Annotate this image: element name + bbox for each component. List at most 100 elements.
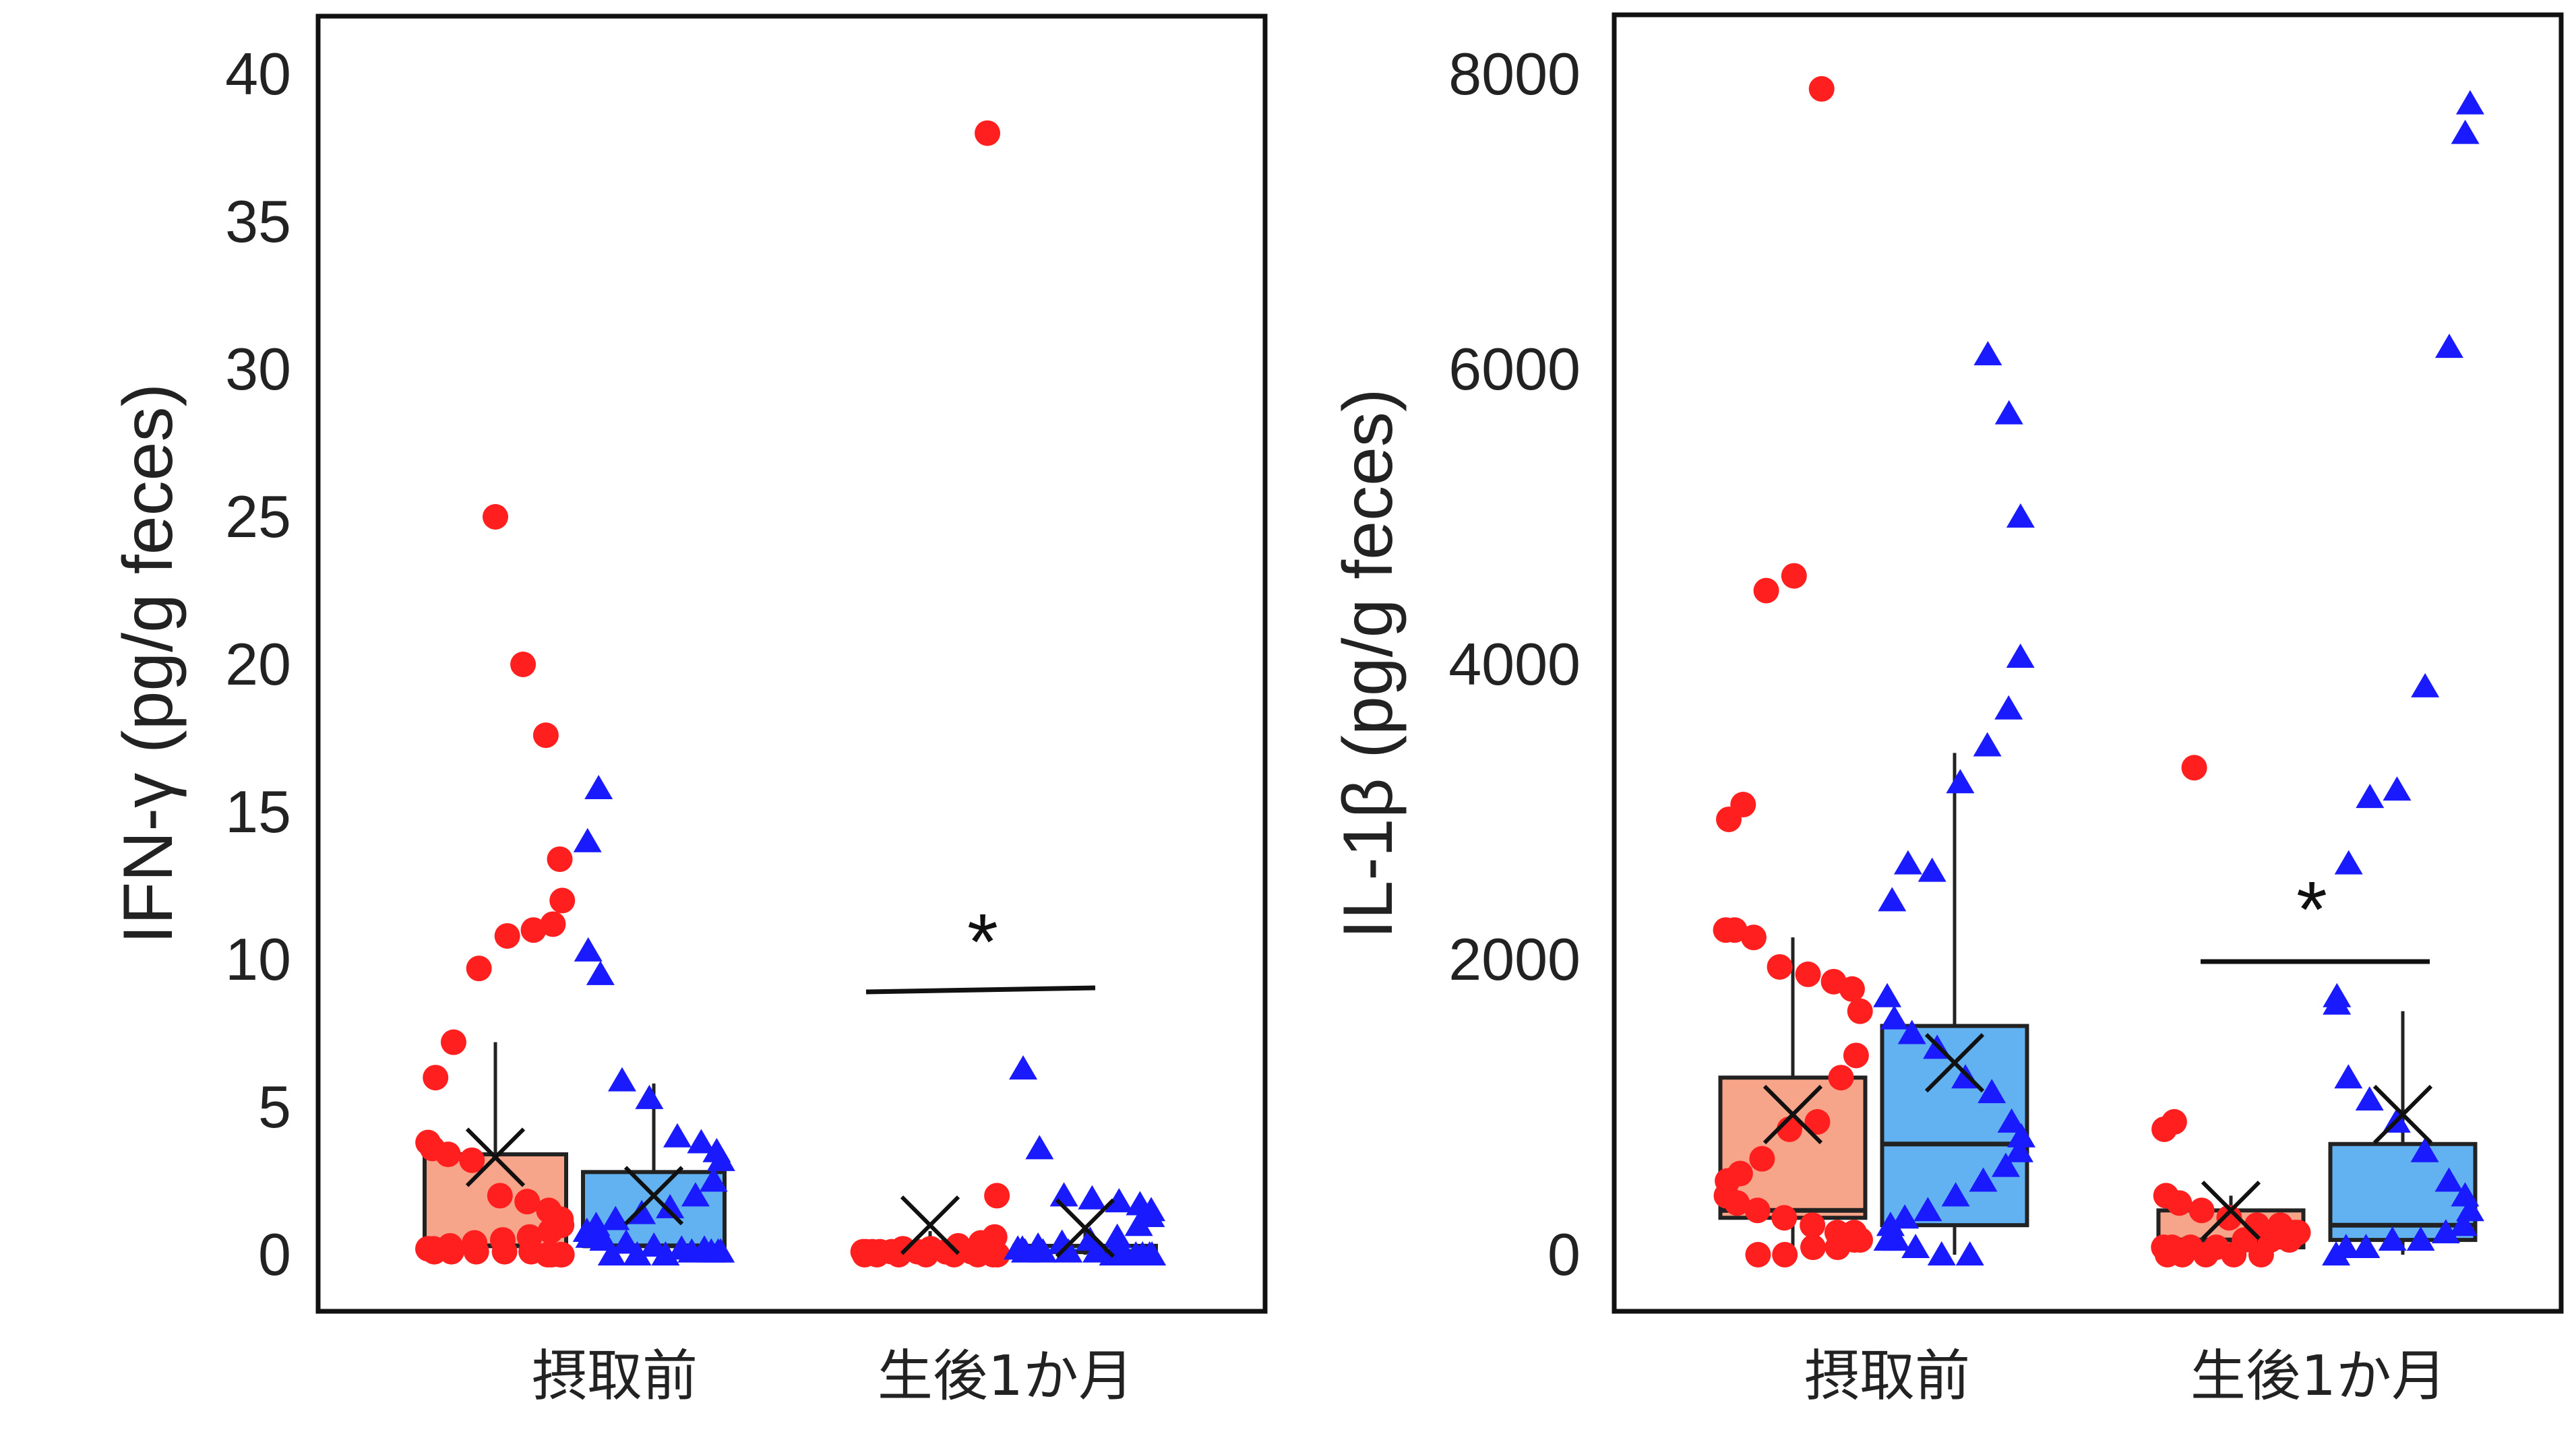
- data-point: [494, 922, 520, 949]
- data-point: [2406, 1226, 2435, 1251]
- y-tick-label: 8000: [1448, 40, 1581, 107]
- data-point: [491, 1239, 518, 1265]
- data-point: [635, 1084, 664, 1109]
- data-point: [2356, 784, 2385, 809]
- data-point: [1010, 1238, 1039, 1263]
- data-point: [1800, 1212, 1826, 1239]
- data-point: [1847, 998, 1873, 1024]
- data-point: [612, 1229, 641, 1254]
- data-point: [656, 1193, 685, 1218]
- data-point: [2322, 1241, 2351, 1265]
- x-tick-label: 生後1か月: [2190, 1344, 2447, 1408]
- data-point: [1124, 1212, 1153, 1236]
- data-point: [534, 1242, 561, 1267]
- data-point: [1828, 1065, 1854, 1091]
- y-tick-labels: 0 2000 4000 6000 8000: [1448, 40, 1581, 1288]
- data-point: [1744, 1197, 1771, 1224]
- data-point: [964, 1242, 991, 1267]
- data-point: [699, 1167, 728, 1192]
- data-point: [584, 774, 613, 799]
- data-point: [2004, 1137, 2033, 1162]
- y-tick-label: 10: [225, 926, 291, 993]
- y-tick-label: 4000: [1448, 631, 1581, 697]
- data-point: [463, 1239, 489, 1265]
- mean-marker: [2201, 1181, 2261, 1241]
- data-point: [1745, 1242, 1771, 1267]
- y-tick-label: 5: [258, 1073, 291, 1140]
- data-point: [1893, 850, 1922, 875]
- mean-marker: [1924, 1033, 1985, 1093]
- data-point: [2411, 672, 2440, 697]
- data-point: [2383, 776, 2412, 801]
- data-point: [2352, 1234, 2381, 1259]
- significance-label: *: [967, 898, 998, 987]
- data-point: [2006, 503, 2035, 528]
- data-point: [1873, 982, 1902, 1007]
- data-point: [1824, 1234, 1851, 1261]
- data-point: [2192, 1242, 2219, 1267]
- data-point: [435, 1141, 461, 1168]
- y-axis-title: IL-1β (pg/g feces): [1329, 388, 1407, 939]
- data-point: [2378, 1226, 2407, 1251]
- data-point: [540, 911, 566, 937]
- data-point: [1716, 806, 1742, 832]
- y-tick-label: 0: [258, 1221, 291, 1288]
- data-point: [1054, 1238, 1083, 1263]
- data-point: [2355, 1086, 2384, 1111]
- data-point: [2216, 1205, 2242, 1231]
- mean-marker: [1055, 1198, 1115, 1258]
- y-tick-label: 25: [225, 483, 291, 550]
- plot-frame: [315, 13, 1268, 1314]
- data-point: [1941, 1182, 1970, 1207]
- data-point: [1946, 769, 1975, 794]
- data-point: [627, 1199, 656, 1224]
- data-point: [1025, 1135, 1054, 1160]
- plot-layer: [415, 120, 1167, 1267]
- data-point: [1122, 1241, 1151, 1265]
- data-point: [1901, 1234, 1930, 1259]
- data-point: [1740, 925, 1767, 951]
- y-tick-label: 35: [225, 188, 291, 255]
- data-point: [677, 1238, 706, 1263]
- data-point: [1897, 1020, 1926, 1044]
- data-point: [2410, 1137, 2439, 1162]
- data-point: [1955, 1241, 1984, 1265]
- data-point: [1767, 953, 1793, 980]
- data-point: [597, 1241, 626, 1265]
- data-point: [1800, 1234, 1827, 1261]
- y-tick-labels: 0 5 10 15 20 25 30 35 40: [225, 40, 291, 1288]
- mean-marker: [2372, 1084, 2433, 1145]
- significance-label: *: [2296, 865, 2327, 954]
- significance-bar: [865, 985, 1096, 995]
- data-point: [2434, 334, 2463, 358]
- y-tick-label: 15: [225, 778, 291, 845]
- x-tick-label: 摂取前: [532, 1344, 698, 1408]
- data-point: [975, 120, 1001, 146]
- data-point: [1105, 1188, 1134, 1213]
- data-point: [2248, 1242, 2274, 1267]
- data-point: [1804, 1108, 1831, 1135]
- data-point: [574, 937, 603, 962]
- data-point: [514, 1189, 541, 1215]
- data-point: [941, 1242, 967, 1267]
- x-tick-label: 生後1か月: [878, 1344, 1134, 1408]
- data-point: [1973, 341, 2002, 366]
- data-point: [1781, 563, 1807, 589]
- data-point: [440, 1029, 466, 1055]
- mean-marker: [465, 1127, 526, 1187]
- data-point: [1029, 1238, 1057, 1263]
- data-point: [1991, 1152, 2020, 1177]
- data-point: [483, 504, 508, 530]
- mean-marker: [900, 1195, 960, 1255]
- data-point: [1977, 1079, 2006, 1104]
- y-tick-label: 30: [225, 336, 291, 402]
- data-point: [1880, 1005, 1909, 1030]
- data-point: [1843, 1042, 1869, 1069]
- mean-marker: [623, 1166, 684, 1226]
- data-point: [697, 1238, 726, 1263]
- data-point: [438, 1239, 464, 1265]
- x-tick-label: 摂取前: [1804, 1344, 1970, 1408]
- data-point: [459, 1147, 485, 1173]
- data-point: [2166, 1190, 2192, 1216]
- data-point: [1927, 1241, 1956, 1265]
